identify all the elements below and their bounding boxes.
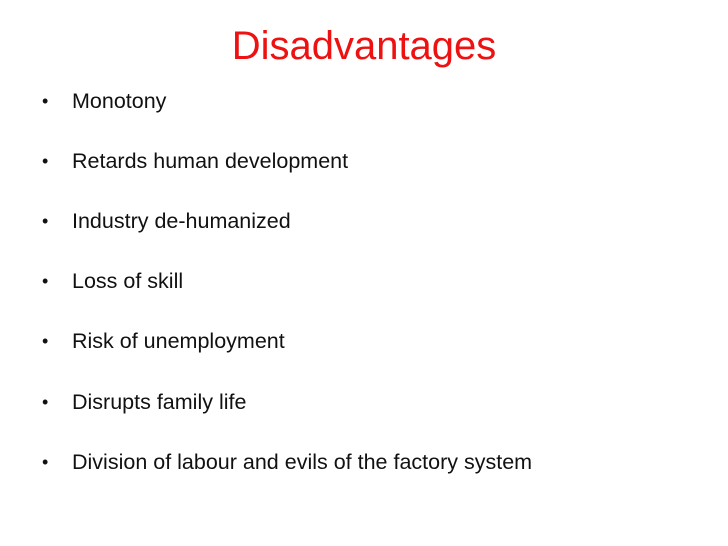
bullet-text: Loss of skill xyxy=(72,269,184,294)
bullet-list: • Monotony • Retards human development •… xyxy=(42,71,532,492)
bullet-dot-icon: • xyxy=(42,210,49,231)
bullet-item: • Division of labour and evils of the fa… xyxy=(42,432,532,492)
bullet-dot-icon: • xyxy=(42,331,49,352)
bullet-text: Division of labour and evils of the fact… xyxy=(72,449,533,474)
bullet-text: Industry de-humanized xyxy=(72,208,291,233)
bullet-text: Disrupts family life xyxy=(72,389,247,414)
bullet-item: • Retards human development xyxy=(42,131,532,191)
bullet-text: Monotony xyxy=(72,88,167,113)
bullet-item: • Industry de-humanized xyxy=(42,191,532,251)
bullet-item: • Monotony xyxy=(42,71,532,131)
bullet-dot-icon: • xyxy=(42,451,49,472)
bullet-dot-icon: • xyxy=(42,150,49,171)
slide-title: Disadvantages xyxy=(231,24,497,68)
bullet-dot-icon: • xyxy=(42,391,49,412)
bullet-item: • Disrupts family life xyxy=(42,372,532,432)
bullet-text: Risk of unemployment xyxy=(72,329,285,354)
bullet-item: • Loss of skill xyxy=(42,252,532,312)
bullet-dot-icon: • xyxy=(42,271,49,292)
bullet-dot-icon: • xyxy=(42,90,49,111)
bullet-item: • Risk of unemployment xyxy=(42,312,532,372)
bullet-text: Retards human development xyxy=(72,148,349,173)
